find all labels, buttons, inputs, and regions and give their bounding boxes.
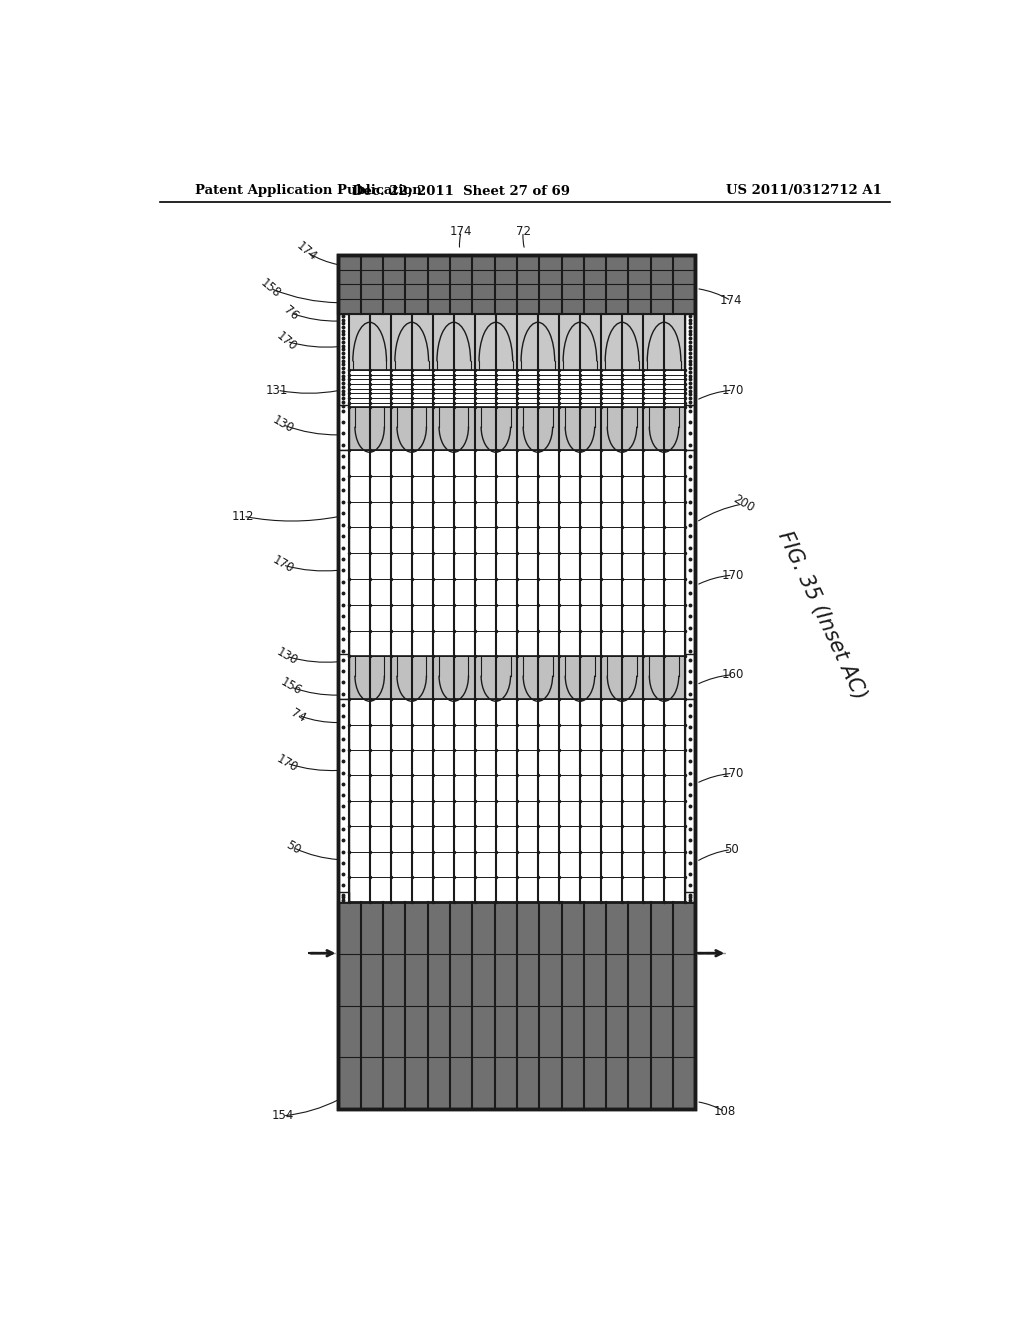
Text: 72: 72: [516, 226, 530, 238]
Bar: [338, 892, 348, 903]
Bar: [348, 314, 685, 370]
Text: 154: 154: [271, 1109, 294, 1122]
Text: 112: 112: [231, 510, 254, 523]
Bar: [685, 700, 695, 903]
Bar: [338, 255, 695, 1109]
Text: 108: 108: [714, 1105, 736, 1118]
Bar: [685, 314, 695, 408]
Text: 131: 131: [266, 384, 289, 396]
Bar: [685, 405, 695, 450]
Text: 170: 170: [273, 752, 300, 775]
Text: 160: 160: [722, 668, 743, 681]
Text: 170: 170: [269, 553, 296, 577]
Bar: [685, 655, 695, 700]
Bar: [685, 450, 695, 656]
Text: 174: 174: [720, 294, 742, 308]
Bar: [338, 405, 348, 450]
Bar: [338, 655, 348, 700]
Bar: [348, 700, 685, 903]
Text: 76: 76: [281, 304, 301, 322]
Text: 170: 170: [274, 329, 299, 354]
Bar: [685, 892, 695, 903]
Bar: [348, 656, 685, 700]
Bar: [338, 903, 695, 1109]
Text: 50: 50: [724, 843, 738, 857]
Bar: [338, 255, 695, 314]
Text: 130: 130: [273, 645, 300, 668]
Text: 170: 170: [722, 569, 743, 582]
Text: 174: 174: [294, 240, 319, 264]
Text: FIG. 35 (Inset AC): FIG. 35 (Inset AC): [774, 528, 870, 704]
Text: 170: 170: [722, 767, 743, 780]
Bar: [348, 408, 685, 450]
Bar: [348, 450, 685, 656]
Bar: [338, 450, 348, 656]
Text: 130: 130: [270, 413, 296, 436]
Text: US 2011/0312712 A1: US 2011/0312712 A1: [726, 185, 882, 198]
Text: 74: 74: [289, 706, 308, 725]
Text: Patent Application Publication: Patent Application Publication: [196, 185, 422, 198]
Text: 200: 200: [730, 492, 756, 515]
Bar: [348, 370, 685, 408]
Text: 158: 158: [258, 276, 284, 301]
Text: 156: 156: [278, 676, 304, 698]
Text: 170: 170: [722, 384, 743, 396]
Text: 174: 174: [451, 226, 472, 238]
Bar: [338, 255, 695, 1109]
Bar: [338, 700, 348, 903]
Bar: [338, 314, 348, 408]
Text: Dec. 22, 2011  Sheet 27 of 69: Dec. 22, 2011 Sheet 27 of 69: [352, 185, 570, 198]
Text: 50: 50: [284, 838, 303, 857]
